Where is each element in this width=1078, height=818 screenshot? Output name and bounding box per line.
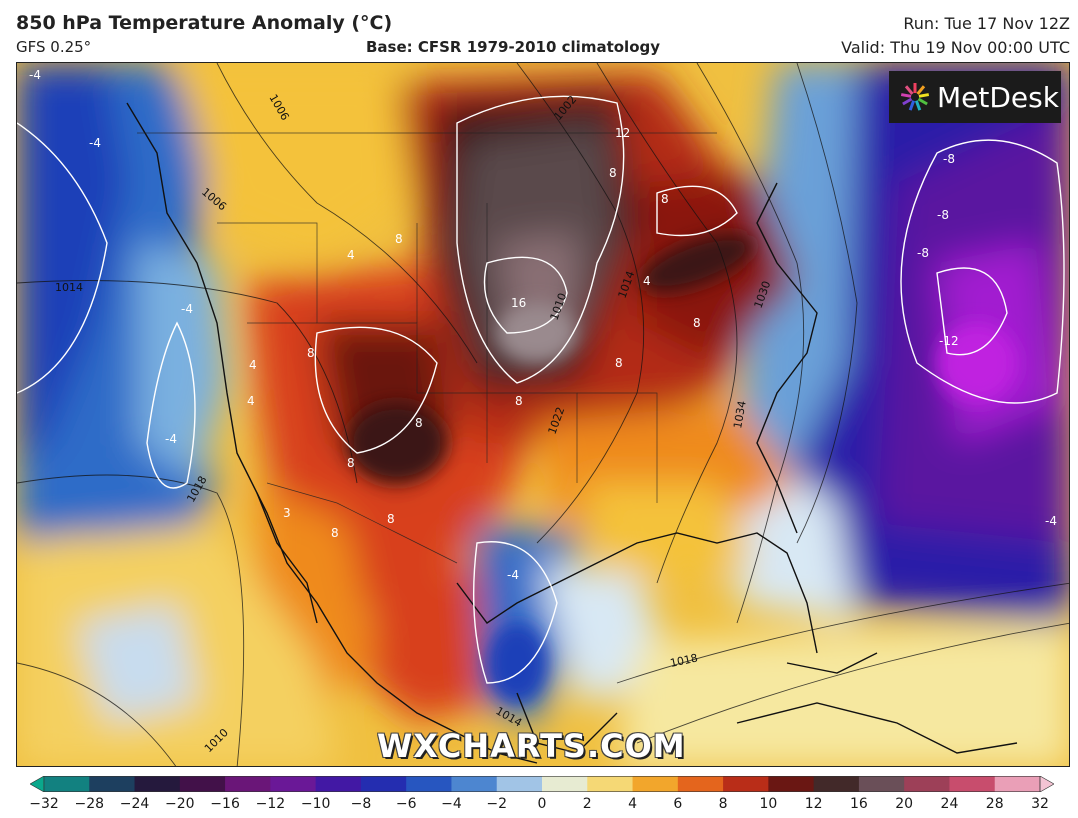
colorbar-tick-label: −2 — [486, 796, 508, 812]
anomaly-map-canvas: -4 -4 -4 -4 -4 -8 -8 -8 -12 -4 4 4 4 4 8… — [17, 63, 1069, 766]
anomaly-label: 8 — [387, 512, 395, 526]
colorbar-tick-label: 20 — [895, 796, 914, 812]
isobar-label: 1034 — [731, 400, 749, 430]
colorbar-cell — [134, 776, 181, 792]
colorbar-tick-label: −12 — [255, 796, 286, 812]
anomaly-field-detail — [347, 233, 1017, 703]
colorbar-tick-label: −24 — [119, 796, 150, 812]
colorbar-cell — [225, 776, 271, 792]
colorbar-tick-label: 4 — [628, 796, 637, 812]
colorbar-tick-label: −8 — [350, 796, 372, 812]
colorbar-tick-labels: −32 −28 −24 −20 −16 −12 −10 −8 −6 −4 −2 0 2 4 6 8 10 12 16… — [0, 796, 1078, 816]
colorbar-cell — [270, 776, 317, 792]
colorbar-tick-label: −28 — [74, 796, 105, 812]
anomaly-label: 3 — [283, 506, 291, 520]
political-borders — [137, 132, 717, 564]
anomaly-label: -8 — [917, 246, 929, 260]
colorbar-end-right — [1039, 776, 1054, 792]
isobars — [17, 63, 1069, 766]
isobar-label: 1018 — [669, 651, 699, 670]
anomaly-label: -4 — [165, 432, 177, 446]
colorbar-tick-label: 28 — [985, 796, 1004, 812]
colorbar-tick-label: 8 — [718, 796, 728, 812]
anomaly-label: 4 — [347, 248, 355, 262]
colorbar-tick-label: 24 — [940, 796, 959, 812]
colorbar-cell — [768, 776, 815, 792]
anomaly-label: 8 — [307, 346, 315, 360]
anomaly-label: -8 — [943, 152, 955, 166]
anomaly-label: 4 — [247, 394, 255, 408]
isobar-label: 1014 — [55, 281, 83, 294]
anomaly-label: 8 — [395, 232, 403, 246]
colorbar-tick-label: 0 — [537, 796, 547, 812]
colorbar-tick-label: −16 — [210, 796, 240, 812]
anomaly-label: -8 — [937, 208, 949, 222]
colorbar-cell — [904, 776, 950, 792]
anomaly-label: -4 — [181, 302, 193, 316]
anomaly-contours — [17, 95, 1065, 684]
climatology-base-label: Base: CFSR 1979-2010 climatology — [366, 38, 661, 56]
colorbar-cell — [723, 776, 769, 792]
metdesk-logo-text: MetDesk — [937, 80, 1059, 114]
colorbar-cells — [30, 776, 1054, 792]
colorbar-tick-label: −32 — [29, 796, 59, 812]
anomaly-label: -4 — [1045, 514, 1057, 528]
metdesk-logo: MetDesk — [889, 71, 1061, 123]
anomaly-label: 8 — [609, 166, 617, 180]
anomaly-label: 8 — [615, 356, 623, 370]
colorbar-cell — [677, 776, 724, 792]
map-title: 850 hPa Temperature Anomaly (°C) — [16, 12, 393, 34]
colorbar-cell — [949, 776, 996, 792]
anomaly-label: 8 — [515, 394, 523, 408]
colorbar-tick-label: −10 — [300, 796, 331, 812]
colorbar-cell — [994, 776, 1041, 792]
anomaly-label: 8 — [693, 316, 701, 330]
colorbar-end-left — [30, 776, 45, 792]
anomaly-label: 8 — [331, 526, 339, 540]
anomaly-label: -4 — [507, 568, 519, 582]
colorbar-cell — [315, 776, 362, 792]
colorbar-tick-label: 10 — [759, 796, 778, 812]
colorbar-tick-label: −20 — [165, 796, 195, 812]
colorbar-cell — [451, 776, 498, 792]
anomaly-colorbar — [30, 776, 1054, 792]
anomaly-label: 16 — [511, 296, 526, 310]
wxcharts-watermark: WXCHARTS.COM — [377, 727, 686, 765]
colorbar-cell — [542, 776, 588, 792]
anomaly-label: -12 — [939, 334, 959, 348]
anomaly-map: -4 -4 -4 -4 -4 -8 -8 -8 -12 -4 4 4 4 4 8… — [16, 62, 1070, 767]
colorbar-tick-label: 2 — [582, 796, 592, 812]
anomaly-label: 8 — [415, 416, 423, 430]
colorbar-cell — [632, 776, 679, 792]
anomaly-labels: -4 -4 -4 -4 -4 -8 -8 -8 -12 -4 4 4 4 4 8… — [29, 68, 1057, 582]
colorbar-tick-label: −4 — [441, 796, 462, 812]
colorbar-cell — [44, 776, 90, 792]
anomaly-label: 8 — [661, 192, 669, 206]
anomaly-label: -4 — [29, 68, 41, 82]
colorbar-tick-label: 6 — [673, 796, 683, 812]
colorbar-cell — [406, 776, 452, 792]
colorbar-cell — [858, 776, 905, 792]
colorbar-tick-label: −6 — [395, 796, 417, 812]
colorbar-cell — [179, 776, 226, 792]
colorbar-cell — [813, 776, 860, 792]
colorbar-cell — [496, 776, 543, 792]
colorbar-tick-label: 32 — [1031, 796, 1049, 812]
anomaly-label: 4 — [249, 358, 257, 372]
colorbar-cell — [89, 776, 136, 792]
colorbar-frame — [43, 776, 1041, 792]
valid-time-label: Valid: Thu 19 Nov 00:00 UTC — [841, 38, 1070, 57]
colorbar-tick-label: 12 — [804, 796, 823, 812]
run-time-label: Run: Tue 17 Nov 12Z — [903, 14, 1070, 33]
model-label: GFS 0.25° — [16, 38, 92, 56]
coastlines — [126, 102, 1018, 764]
colorbar-tick-label: 16 — [849, 796, 868, 812]
anomaly-label: 12 — [615, 126, 630, 140]
metdesk-star-icon — [900, 83, 930, 111]
anomaly-label: -4 — [89, 136, 101, 150]
anomaly-label: 4 — [643, 274, 651, 288]
anomaly-label: 8 — [347, 456, 355, 470]
colorbar-cell — [360, 776, 407, 792]
colorbar-cell — [587, 776, 634, 792]
